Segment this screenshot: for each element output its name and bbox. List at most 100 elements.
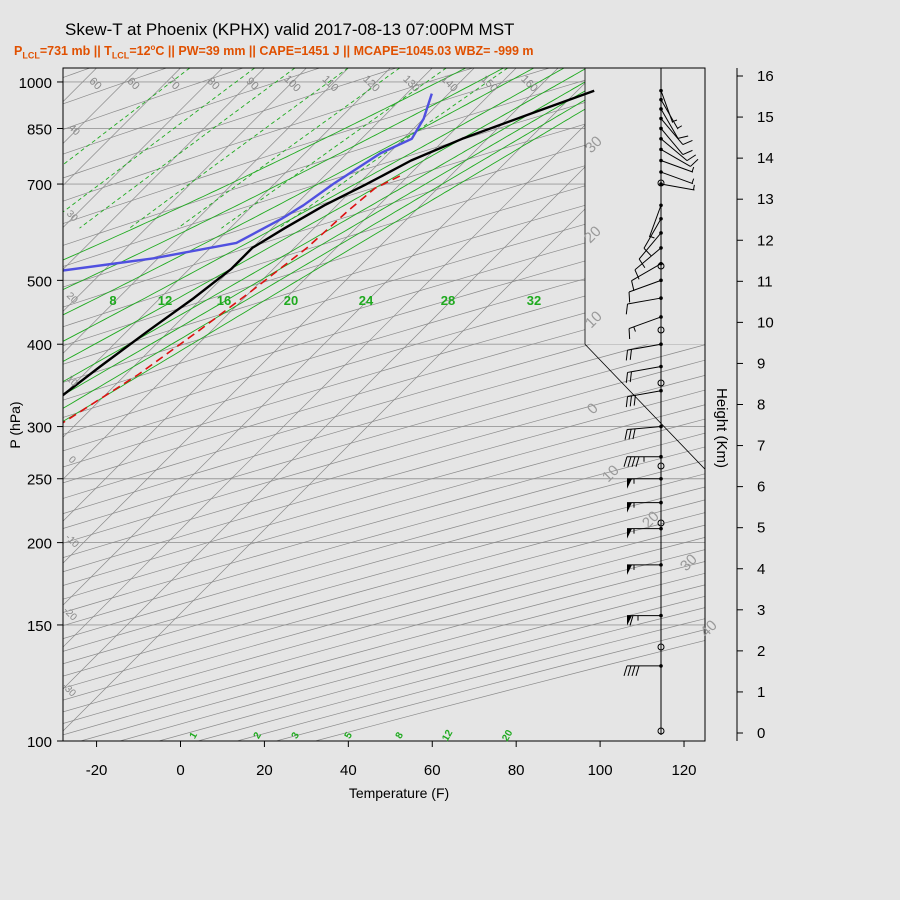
- wind-barb: [624, 424, 663, 440]
- mixing-ratio-label: 1: [188, 730, 201, 741]
- wind-barb-full: [629, 371, 632, 383]
- isotherm-label: 120: [360, 73, 381, 94]
- height-tick-label: 8: [757, 397, 765, 414]
- wind-barb: [627, 563, 663, 575]
- wind-barb: [659, 116, 693, 146]
- height-marker: [657, 727, 665, 735]
- wind-barb: [625, 296, 663, 315]
- wind-barb-full: [629, 395, 632, 407]
- height-tick-label: 9: [757, 355, 765, 372]
- y-tick-label: 300: [27, 420, 52, 437]
- moist-adiabat: [63, 68, 504, 291]
- height-tick-label: 3: [757, 602, 765, 619]
- wind-barb-flag: [627, 564, 632, 575]
- y-tick-label: 250: [27, 472, 52, 489]
- height-marker: [657, 462, 665, 470]
- wind-barb-shaft: [660, 160, 694, 173]
- wind-barb-full: [677, 135, 689, 139]
- wind-barb-shaft: [627, 297, 662, 305]
- moist-adiabat: [63, 68, 655, 422]
- isotherm-110: [63, 68, 643, 648]
- wind-barb-full: [682, 140, 693, 146]
- isotherm-label: 80: [205, 75, 222, 92]
- wind-barb-shaft: [660, 118, 684, 145]
- wind-barb-shaft: [660, 183, 695, 191]
- wind-barb: [659, 182, 695, 191]
- dry-adiabat: [63, 418, 705, 600]
- wind-barb-half: [677, 125, 683, 129]
- x-tick-label: 120: [672, 762, 697, 779]
- isotherm-80: [63, 68, 517, 522]
- dry-adiabat-label: -20: [61, 605, 79, 623]
- wind-barb-shaft: [660, 99, 679, 130]
- height-tick-label: 4: [757, 561, 765, 578]
- dry-adiabat: [63, 312, 705, 499]
- y-tick-label: 1000: [19, 75, 52, 92]
- x-tick-label: 20: [256, 762, 273, 779]
- dry-adiabat: [63, 170, 705, 365]
- dry-adiabat: [63, 68, 627, 246]
- dry-adiabat: [63, 460, 705, 639]
- dry-adiabat: [63, 432, 705, 613]
- y-tick-label: 150: [27, 618, 52, 635]
- wind-barb: [643, 216, 663, 257]
- wind-barb-shaft: [643, 218, 662, 249]
- height-marker: [657, 379, 665, 387]
- dry-adiabat: [63, 151, 705, 347]
- height-marker: [657, 519, 665, 527]
- isotherm-20: [63, 68, 265, 270]
- dry-adiabat-label: 40: [66, 122, 82, 138]
- wind-barb: [659, 170, 695, 185]
- moist-adiabat-label: 20: [284, 293, 298, 308]
- mixing-ratio-line: [63, 68, 191, 166]
- wind-barb-full: [635, 665, 640, 677]
- wind-barb: [625, 342, 663, 361]
- moist-adiabat-label: 16: [217, 293, 231, 308]
- height-marker: [657, 262, 665, 270]
- wind-barb-full: [631, 280, 635, 291]
- moist-adiabat: [63, 68, 467, 261]
- wind-barb-flag: [627, 615, 632, 626]
- dry-adiabat-label: 30: [677, 551, 701, 575]
- wind-barb-half: [693, 184, 695, 190]
- wind-barb: [659, 97, 683, 130]
- height-tick-label: 7: [757, 438, 765, 455]
- mixing-ratio-line: [221, 68, 447, 229]
- wind-barb: [623, 454, 663, 467]
- x-axis-label: Temperature (F): [349, 785, 449, 801]
- wind-barb: [625, 388, 663, 408]
- y-tick-label: 500: [27, 273, 52, 290]
- dry-adiabat: [63, 328, 705, 515]
- dry-adiabat-label: 40: [697, 617, 721, 641]
- mixing-ratio-label: 8: [394, 730, 407, 741]
- mixing-ratio-label: 12: [440, 728, 455, 744]
- wind-barb-full: [625, 396, 629, 408]
- wind-barb-shaft: [628, 279, 662, 293]
- wind-barb: [627, 613, 663, 626]
- wind-barb-shaft: [660, 128, 684, 155]
- wind-barb-full: [633, 395, 636, 406]
- height-tick-label: 12: [757, 232, 774, 249]
- wind-barb: [659, 107, 689, 139]
- y-axis-label: P (hPa): [7, 401, 23, 448]
- height-tick-label: 15: [757, 109, 774, 126]
- wind-barb-full: [625, 350, 629, 361]
- wind-barb-half: [633, 326, 636, 332]
- isotherm-90: [63, 68, 559, 564]
- isotherm-label: 150: [478, 73, 499, 94]
- dry-adiabat: [63, 389, 705, 573]
- plot-area: [63, 68, 705, 741]
- wind-barb-shaft: [628, 316, 662, 330]
- wind-barb: [648, 203, 663, 239]
- wind-barb-shaft: [634, 247, 662, 271]
- x-tick-label: 100: [588, 762, 613, 779]
- mixing-ratio-line: [79, 68, 296, 229]
- height-marker: [657, 326, 665, 334]
- wind-barb: [627, 476, 663, 489]
- mixing-ratio-line: [129, 68, 349, 229]
- moist-adiabat-label: 24: [359, 293, 374, 308]
- wind-barb: [659, 136, 697, 162]
- mixing-ratio-label: 5: [343, 730, 356, 741]
- y-tick-label: 400: [27, 337, 52, 354]
